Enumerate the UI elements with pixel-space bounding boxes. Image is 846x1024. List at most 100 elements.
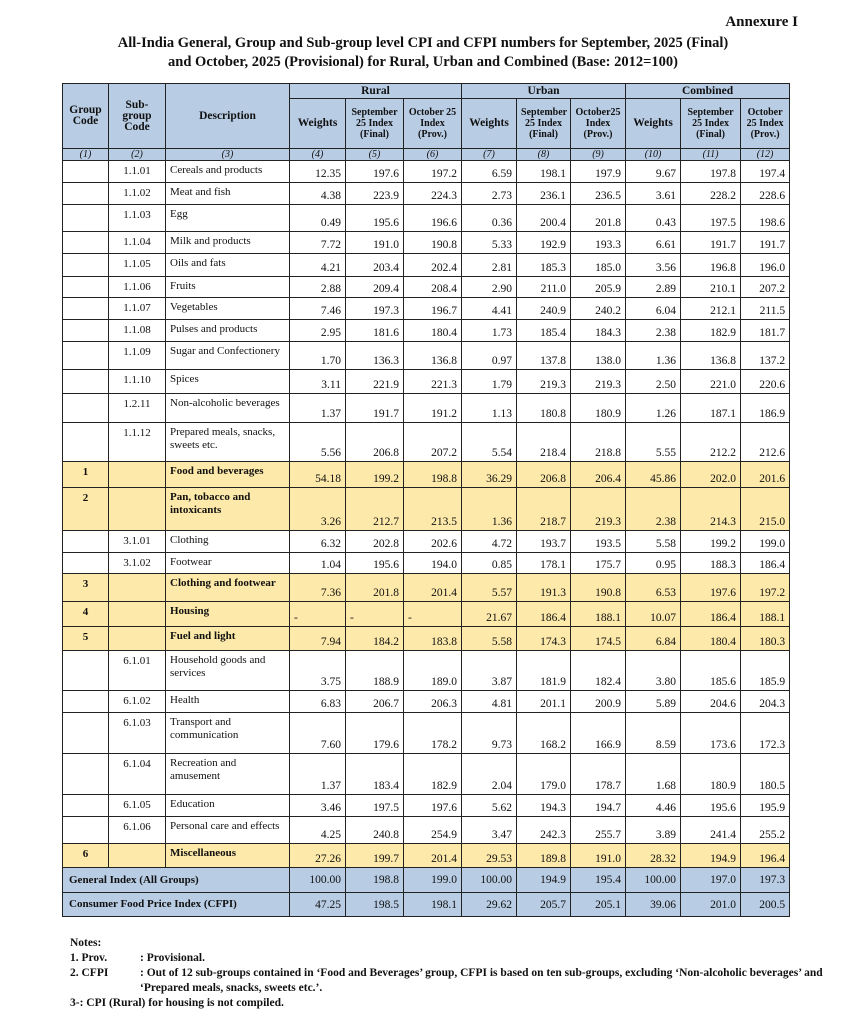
column-number: (2) — [108, 148, 166, 161]
value-cell: 36.29 — [461, 461, 518, 488]
value-cell: 3.56 — [625, 253, 682, 277]
value-cell: 136.3 — [345, 341, 404, 370]
table-row: Consumer Food Price Index (CFPI) 47.25 198… — [62, 892, 791, 917]
value-cell: 215.0 — [740, 487, 791, 531]
header-subgroup-code: Sub-group Code — [108, 83, 166, 149]
value-cell: 199.0 — [740, 530, 791, 553]
value-cell: 218.8 — [570, 422, 627, 462]
column-number: (10) — [625, 148, 682, 161]
header-combined-col: October 25 Index (Prov.) — [740, 98, 791, 149]
value-cell: 182.4 — [570, 650, 627, 691]
value-cell: 198.1 — [402, 892, 463, 917]
value-cell: 190.8 — [402, 231, 463, 254]
value-cell: 207.2 — [402, 422, 463, 462]
value-cell: 3.87 — [461, 650, 518, 691]
value-cell: 1.26 — [625, 393, 682, 423]
row-description: Footwear — [165, 552, 290, 574]
header-description: Description — [165, 83, 290, 149]
value-cell: 195.6 — [680, 794, 742, 817]
value-cell: 240.2 — [570, 297, 627, 320]
value-cell: 219.3 — [516, 369, 572, 394]
value-cell: 1.70 — [289, 341, 346, 370]
row-description: Household goods and services — [165, 650, 290, 691]
value-cell: 1.37 — [289, 753, 346, 795]
value-cell: 187.1 — [680, 393, 742, 423]
value-cell: 7.60 — [289, 712, 346, 754]
value-cell: 202.4 — [402, 253, 463, 277]
group-code — [62, 253, 109, 277]
value-cell: 218.7 — [516, 487, 572, 531]
subgroup-code: 1.1.04 — [108, 231, 166, 254]
value-cell: 184.2 — [345, 626, 404, 651]
subgroup-code: 3.1.02 — [108, 552, 166, 574]
value-cell: 204.6 — [680, 690, 742, 713]
value-cell: 197.5 — [345, 794, 404, 817]
value-cell: 254.9 — [402, 816, 463, 844]
value-cell: 189.8 — [516, 843, 572, 868]
value-cell: 178.7 — [570, 753, 627, 795]
table-row: 1.2.11 Non-alcoholic beverages 1.37 191.7 19… — [62, 393, 791, 423]
value-cell: 2.81 — [461, 253, 518, 277]
column-number: (6) — [402, 148, 463, 161]
column-number: (4) — [289, 148, 346, 161]
value-cell: 198.8 — [345, 867, 404, 893]
column-number: (12) — [740, 148, 791, 161]
value-cell: 5.55 — [625, 422, 682, 462]
value-cell: 1.36 — [461, 487, 518, 531]
value-cell: 180.9 — [570, 393, 627, 423]
value-cell: 202.6 — [402, 530, 463, 553]
table-row: General Index (All Groups) 100.00 198.8 199… — [62, 867, 791, 893]
table-row: 1 Food and beverages 54.18 199.2 198.8 36.29 2… — [62, 461, 791, 488]
value-cell: 27.26 — [289, 843, 346, 868]
value-cell: 191.7 — [345, 393, 404, 423]
value-cell: 196.4 — [740, 843, 791, 868]
value-cell: 4.81 — [461, 690, 518, 713]
group-code — [62, 530, 109, 553]
value-cell: 224.3 — [402, 182, 463, 205]
value-cell: 201.8 — [570, 204, 627, 232]
table-row: 1.1.09 Sugar and Confectionery 1.70 136.3 13… — [62, 341, 791, 370]
table-row: 6.1.01 Household goods and services 3.75 18… — [62, 650, 791, 691]
row-description: Vegetables — [165, 297, 290, 320]
value-cell: 6.32 — [289, 530, 346, 553]
value-cell: 5.58 — [625, 530, 682, 553]
column-number: (1) — [62, 148, 109, 161]
group-code — [62, 650, 109, 691]
subgroup-code: 1.1.06 — [108, 276, 166, 298]
value-cell: 4.38 — [289, 182, 346, 205]
table-row: 2 Pan, tobacco and intoxicants 3.26 212.7 21… — [62, 487, 791, 531]
value-cell: 5.57 — [461, 573, 518, 602]
value-cell: 1.73 — [461, 319, 518, 342]
subgroup-code: 1.2.11 — [108, 393, 166, 423]
group-code — [62, 753, 109, 795]
value-cell: 0.95 — [625, 552, 682, 574]
value-cell: 180.8 — [516, 393, 572, 423]
table-row: 1.1.03 Egg 0.49 195.6 196.6 0.36 200.4 201.8 0.4… — [62, 204, 791, 232]
value-cell: 178.2 — [402, 712, 463, 754]
value-cell: 6.53 — [625, 573, 682, 602]
value-cell: 1.36 — [625, 341, 682, 370]
value-cell: - — [345, 601, 404, 627]
value-cell: 191.0 — [570, 843, 627, 868]
value-cell: 210.1 — [680, 276, 742, 298]
value-cell: 5.56 — [289, 422, 346, 462]
table-row: 1.1.07 Vegetables 7.46 197.3 196.7 4.41 240.9 2… — [62, 297, 791, 320]
value-cell: 192.9 — [516, 231, 572, 254]
row-description: Fuel and light — [165, 626, 290, 651]
table-row: 1.1.08 Pulses and products 2.95 181.6 180.4 1… — [62, 319, 791, 342]
value-cell: 197.2 — [402, 160, 463, 183]
value-cell: 0.49 — [289, 204, 346, 232]
group-code — [62, 160, 109, 183]
subgroup-code — [108, 626, 166, 651]
value-cell: 3.89 — [625, 816, 682, 844]
value-cell: 200.5 — [740, 892, 791, 917]
value-cell: 205.9 — [570, 276, 627, 298]
row-description: Cereals and products — [165, 160, 290, 183]
value-cell: 212.6 — [740, 422, 791, 462]
subgroup-code: 1.1.10 — [108, 369, 166, 394]
group-code — [62, 712, 109, 754]
subgroup-code: 6.1.01 — [108, 650, 166, 691]
value-cell: 240.9 — [516, 297, 572, 320]
value-cell: 0.36 — [461, 204, 518, 232]
subgroup-code: 6.1.05 — [108, 794, 166, 817]
